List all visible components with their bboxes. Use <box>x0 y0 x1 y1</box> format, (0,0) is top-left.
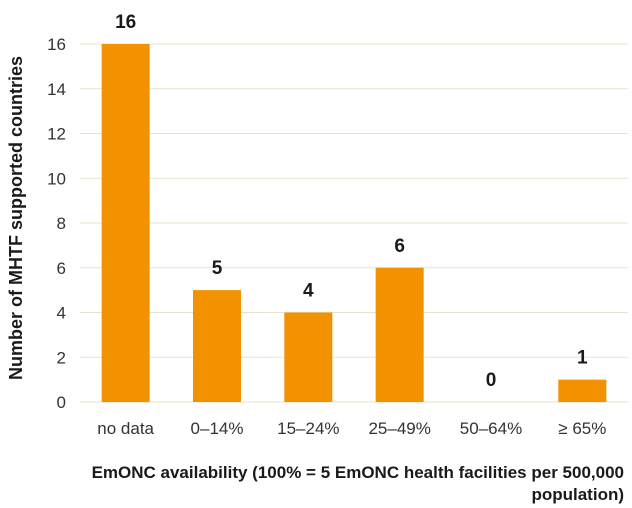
data-label: 16 <box>115 12 136 33</box>
gridlines <box>80 43 628 403</box>
y-tick-label: 10 <box>47 169 66 188</box>
data-label: 4 <box>303 281 314 302</box>
y-tick-label: 8 <box>57 214 66 233</box>
y-tick-label: 6 <box>57 259 66 278</box>
y-tick-label: 0 <box>57 393 66 412</box>
y-tick-label: 2 <box>57 348 66 367</box>
x-tick-label: 0–14% <box>191 419 244 438</box>
x-axis-label: EmONC availability (100% = 5 EmONC healt… <box>91 463 624 504</box>
bar <box>284 312 333 402</box>
y-tick-label: 12 <box>47 125 66 144</box>
data-label: 1 <box>577 348 588 369</box>
data-labels: 16 5 4 6 0 1 <box>115 12 588 391</box>
x-tick-label: 15–24% <box>277 419 339 438</box>
data-label: 0 <box>486 370 497 391</box>
y-axis-label: Number of MHTF supported countries <box>6 56 26 380</box>
x-tick-label: no data <box>97 419 154 438</box>
bar <box>375 267 424 402</box>
bar <box>101 44 150 402</box>
y-tick-label: 16 <box>47 35 66 54</box>
bar <box>193 290 241 402</box>
x-tick-label: ≥ 65% <box>558 419 606 438</box>
data-label: 6 <box>394 236 405 257</box>
y-axis-ticks: 0 2 4 6 8 10 12 14 16 <box>47 35 66 412</box>
bar <box>558 379 607 402</box>
bars <box>101 44 607 402</box>
x-axis-ticks: no data 0–14% 15–24% 25–49% 50–64% ≥ 65% <box>97 419 606 438</box>
data-label: 5 <box>212 258 223 279</box>
bar-chart: 0 2 4 6 8 10 12 14 16 16 5 4 6 0 1 no data 0–14% 15–24%… <box>6 12 628 438</box>
x-tick-label: 25–49% <box>368 419 430 438</box>
y-tick-label: 4 <box>57 304 66 323</box>
y-tick-label: 14 <box>47 80 66 99</box>
x-tick-label: 50–64% <box>460 419 522 438</box>
